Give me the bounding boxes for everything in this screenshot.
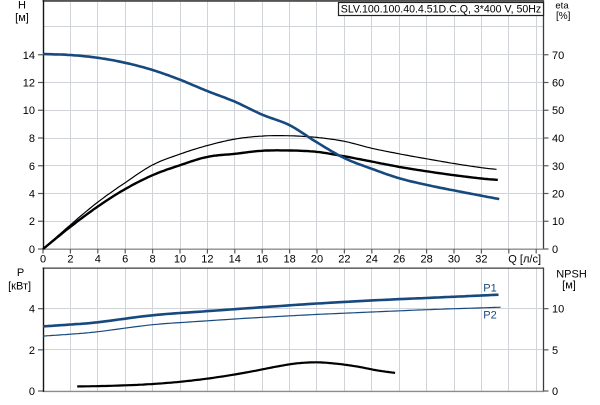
svg-text:8: 8 bbox=[29, 133, 35, 145]
svg-text:18: 18 bbox=[283, 253, 295, 265]
svg-text:26: 26 bbox=[393, 253, 405, 265]
svg-text:[кВт]: [кВт] bbox=[8, 280, 31, 292]
svg-text:[м]: [м] bbox=[15, 12, 29, 24]
svg-text:[%]: [%] bbox=[556, 11, 571, 22]
svg-text:10: 10 bbox=[174, 253, 186, 265]
svg-text:22: 22 bbox=[338, 253, 350, 265]
svg-text:0: 0 bbox=[29, 386, 35, 398]
svg-text:12: 12 bbox=[201, 253, 213, 265]
svg-text:0: 0 bbox=[29, 244, 35, 256]
svg-text:P: P bbox=[17, 267, 24, 279]
svg-text:10: 10 bbox=[23, 105, 35, 117]
svg-text:14: 14 bbox=[229, 253, 241, 265]
svg-text:32: 32 bbox=[475, 253, 487, 265]
svg-text:16: 16 bbox=[256, 253, 268, 265]
svg-text:0: 0 bbox=[552, 244, 558, 256]
svg-text:P2: P2 bbox=[483, 310, 496, 322]
svg-text:P1: P1 bbox=[483, 283, 496, 295]
svg-text:40: 40 bbox=[552, 133, 564, 145]
svg-text:2: 2 bbox=[29, 345, 35, 357]
svg-text:20: 20 bbox=[311, 253, 323, 265]
svg-text:24: 24 bbox=[366, 253, 378, 265]
svg-text:4: 4 bbox=[29, 304, 35, 316]
svg-text:14: 14 bbox=[23, 50, 35, 62]
svg-text:Q [л/с]: Q [л/с] bbox=[508, 253, 541, 265]
svg-text:30: 30 bbox=[552, 161, 564, 173]
svg-text:eta: eta bbox=[555, 0, 569, 11]
svg-text:60: 60 bbox=[552, 78, 564, 90]
svg-text:70: 70 bbox=[552, 50, 564, 62]
svg-text:4: 4 bbox=[29, 189, 35, 201]
svg-text:SLV.100.100.40.4.51D.C.Q, 3*40: SLV.100.100.40.4.51D.C.Q, 3*400 V, 50Hz bbox=[341, 4, 541, 16]
svg-text:H: H bbox=[18, 0, 26, 12]
svg-text:30: 30 bbox=[448, 253, 460, 265]
svg-text:2: 2 bbox=[29, 216, 35, 228]
svg-text:4: 4 bbox=[95, 253, 101, 265]
svg-text:5: 5 bbox=[552, 345, 558, 357]
svg-text:10: 10 bbox=[552, 304, 564, 316]
svg-text:NPSH: NPSH bbox=[556, 269, 587, 281]
svg-text:[м]: [м] bbox=[562, 280, 576, 292]
svg-text:0: 0 bbox=[40, 253, 46, 265]
svg-text:0: 0 bbox=[552, 386, 558, 398]
svg-text:8: 8 bbox=[150, 253, 156, 265]
svg-text:2: 2 bbox=[67, 253, 73, 265]
svg-text:10: 10 bbox=[552, 216, 564, 228]
svg-text:50: 50 bbox=[552, 105, 564, 117]
svg-text:20: 20 bbox=[552, 189, 564, 201]
svg-text:12: 12 bbox=[23, 78, 35, 90]
svg-text:28: 28 bbox=[420, 253, 432, 265]
svg-text:6: 6 bbox=[29, 161, 35, 173]
svg-text:6: 6 bbox=[122, 253, 128, 265]
